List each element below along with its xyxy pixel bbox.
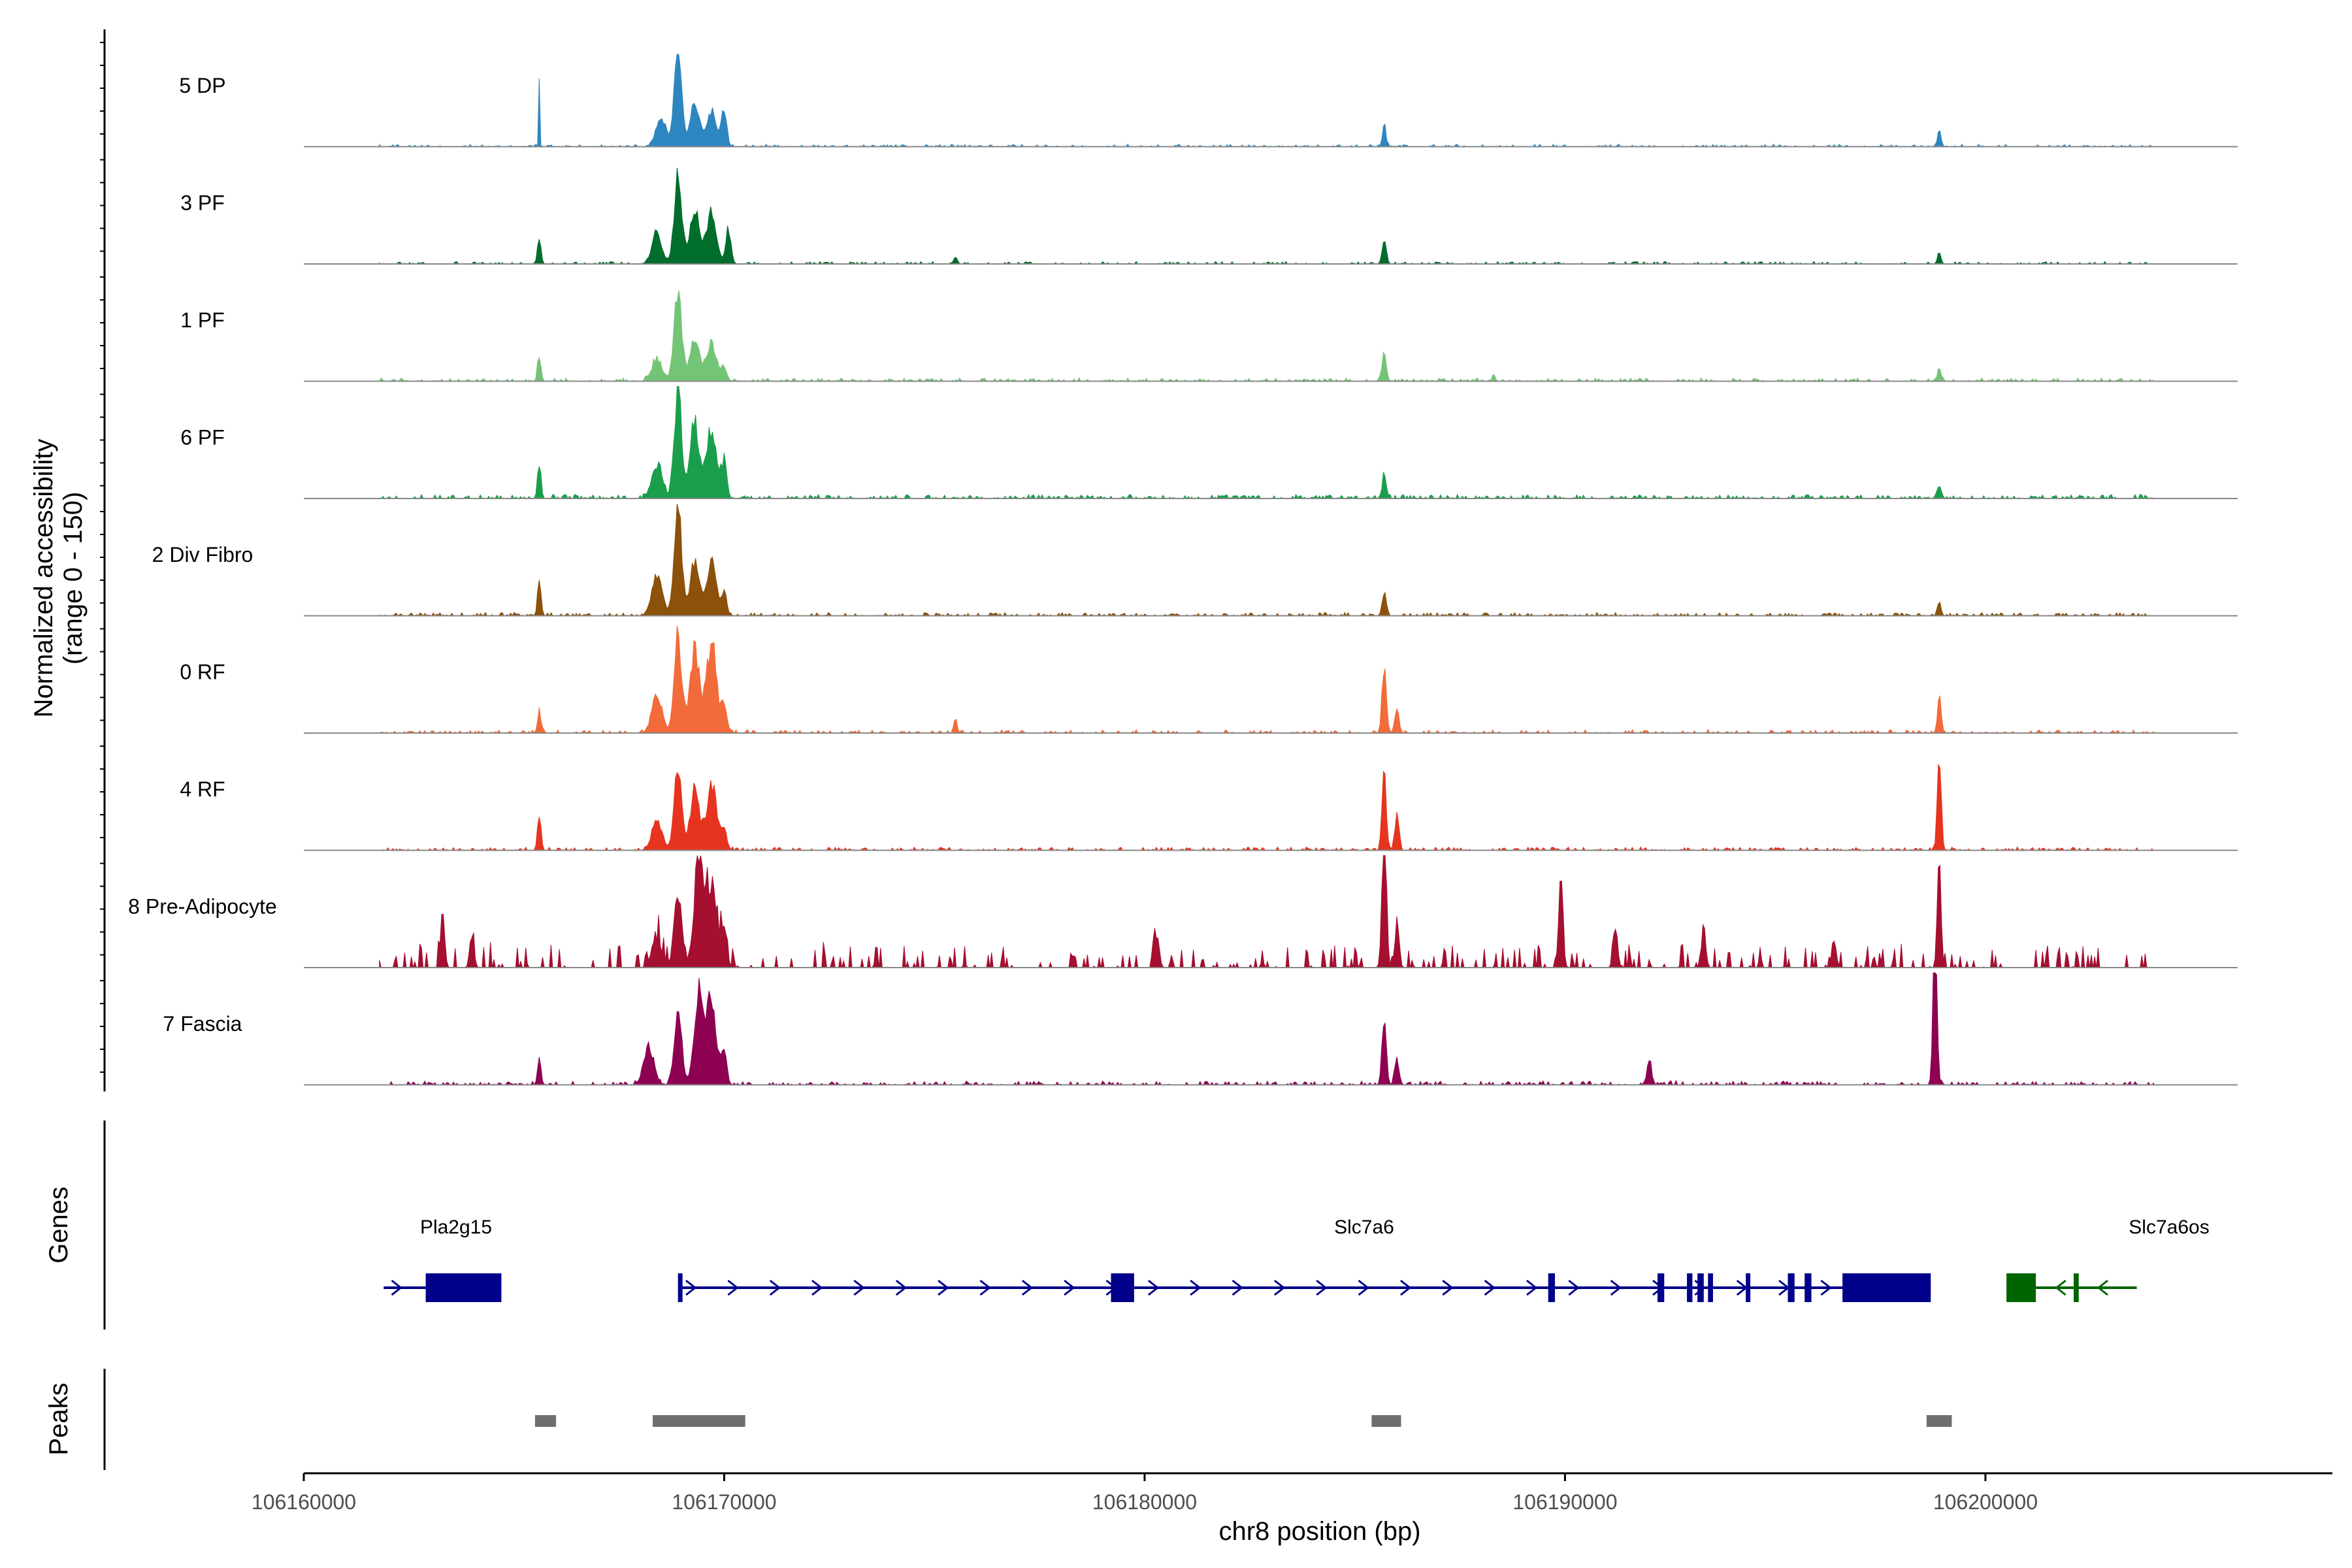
gene-label: Slc7a6 <box>1334 1217 1394 1238</box>
axes-layer: 106160000 106170000 106180000 106190000 1062… <box>100 29 2332 1514</box>
coverage-area <box>378 290 2154 382</box>
x-axis-title: chr8 position (bp) <box>1218 1517 1420 1546</box>
strand-arrow <box>1190 1279 1201 1296</box>
tracks-layer: 5 DP 3 PF 1 PF 6 PF 2 Div Fibro 0 RF 4 RF 8 Pre… <box>128 53 2238 1086</box>
track-0-rf: 0 RF <box>180 625 2238 734</box>
gene-slc7a6: Slc7a6 <box>678 1217 1931 1302</box>
track-label: 6 PF <box>180 426 225 449</box>
exon <box>1842 1273 1931 1302</box>
strand-arrow <box>938 1279 949 1296</box>
strand-arrow <box>1526 1279 1538 1296</box>
gene-pla2g15: Pla2g15 <box>384 1217 502 1302</box>
coverage-area <box>379 855 2154 969</box>
exon <box>1805 1273 1812 1302</box>
exon <box>1687 1273 1693 1302</box>
coverage-area <box>378 625 2154 734</box>
track-label: 4 RF <box>180 777 225 801</box>
strand-arrow <box>1021 1279 1034 1296</box>
track-7-fascia: 7 Fascia <box>163 972 2238 1086</box>
y-axis-title-line1: Normalized accessibility <box>29 439 58 718</box>
track-8-pre-adipocyte: 8 Pre-Adipocyte <box>128 855 2238 969</box>
track-3-pf: 3 PF <box>180 167 2238 265</box>
strand-arrow <box>1610 1279 1622 1296</box>
x-tick-label: 106190000 <box>1512 1490 1617 1514</box>
strand-arrow <box>1820 1279 1832 1296</box>
coverage-area <box>379 167 2154 265</box>
exon <box>1697 1273 1704 1302</box>
strand-arrow <box>979 1279 991 1296</box>
strand-arrow <box>769 1279 781 1296</box>
track-label: 7 Fascia <box>163 1012 242 1036</box>
x-tick-label: 106170000 <box>672 1490 776 1514</box>
peak-region <box>534 1415 557 1427</box>
peak-region <box>1926 1415 1952 1427</box>
track-label: 3 PF <box>180 191 225 215</box>
genes-panel-label: Genes <box>44 1186 73 1264</box>
strand-arrow <box>1147 1279 1160 1296</box>
strand-arrow <box>1568 1279 1580 1296</box>
strand-arrow <box>1442 1279 1454 1296</box>
genes-layer: Slc7a6 Pla2g15 Slc7a6os <box>384 1217 2210 1302</box>
gene-label: Pla2g15 <box>420 1217 492 1238</box>
exon <box>2074 1273 2079 1302</box>
strand-arrow <box>1399 1279 1412 1296</box>
peaks-layer <box>534 1415 1952 1427</box>
strand-arrow <box>853 1279 865 1296</box>
coverage-area <box>379 503 2154 617</box>
gene-slc7a6os: Slc7a6os <box>2006 1217 2210 1302</box>
strand-arrow <box>2097 1279 2109 1296</box>
peak-region <box>1371 1415 1401 1427</box>
track-2-div-fibro: 2 Div Fibro <box>152 503 2238 617</box>
exon <box>1788 1273 1795 1302</box>
strand-arrow <box>1484 1279 1496 1296</box>
x-tick-label: 106200000 <box>1933 1490 2038 1514</box>
track-label: 2 Div Fibro <box>152 543 253 566</box>
track-1-pf: 1 PF <box>180 290 2238 382</box>
gene-label: Slc7a6os <box>2129 1217 2209 1238</box>
track-label: 1 PF <box>180 308 225 332</box>
strand-arrow <box>1064 1279 1075 1296</box>
strand-arrow <box>1358 1279 1369 1296</box>
peak-region <box>653 1415 745 1427</box>
exon <box>1746 1273 1751 1302</box>
track-5-dp: 5 DP <box>179 53 2238 148</box>
track-label: 0 RF <box>180 661 225 684</box>
coverage-area <box>379 53 2154 148</box>
exon <box>425 1273 502 1302</box>
strand-arrow <box>811 1279 823 1296</box>
exon <box>1708 1273 1713 1302</box>
exon <box>678 1273 683 1302</box>
strand-arrow <box>2055 1279 2066 1296</box>
track-4-rf: 4 RF <box>180 764 2238 851</box>
track-label: 8 Pre-Adipocyte <box>128 895 277 919</box>
coverage-area <box>379 764 2155 851</box>
x-tick-label: 106180000 <box>1092 1490 1197 1514</box>
track-6-pf: 6 PF <box>180 386 2238 500</box>
exon <box>1111 1273 1134 1302</box>
x-tick-label: 106160000 <box>252 1490 356 1514</box>
strand-arrow <box>1232 1279 1243 1296</box>
strand-arrow <box>391 1279 402 1296</box>
strand-arrow <box>685 1279 697 1296</box>
strand-arrow <box>727 1279 739 1296</box>
exon <box>1548 1273 1555 1302</box>
peaks-panel-label: Peaks <box>44 1382 73 1455</box>
strand-arrow <box>895 1279 907 1296</box>
coverage-area <box>379 386 2154 500</box>
track-label: 5 DP <box>179 74 225 97</box>
strand-arrow <box>1316 1279 1328 1296</box>
exon <box>1658 1273 1665 1302</box>
y-axis-title-line2: (range 0 - 150) <box>59 492 88 665</box>
exon <box>2006 1273 2036 1302</box>
coverage-area <box>379 972 2154 1086</box>
strand-arrow <box>1273 1279 1286 1296</box>
